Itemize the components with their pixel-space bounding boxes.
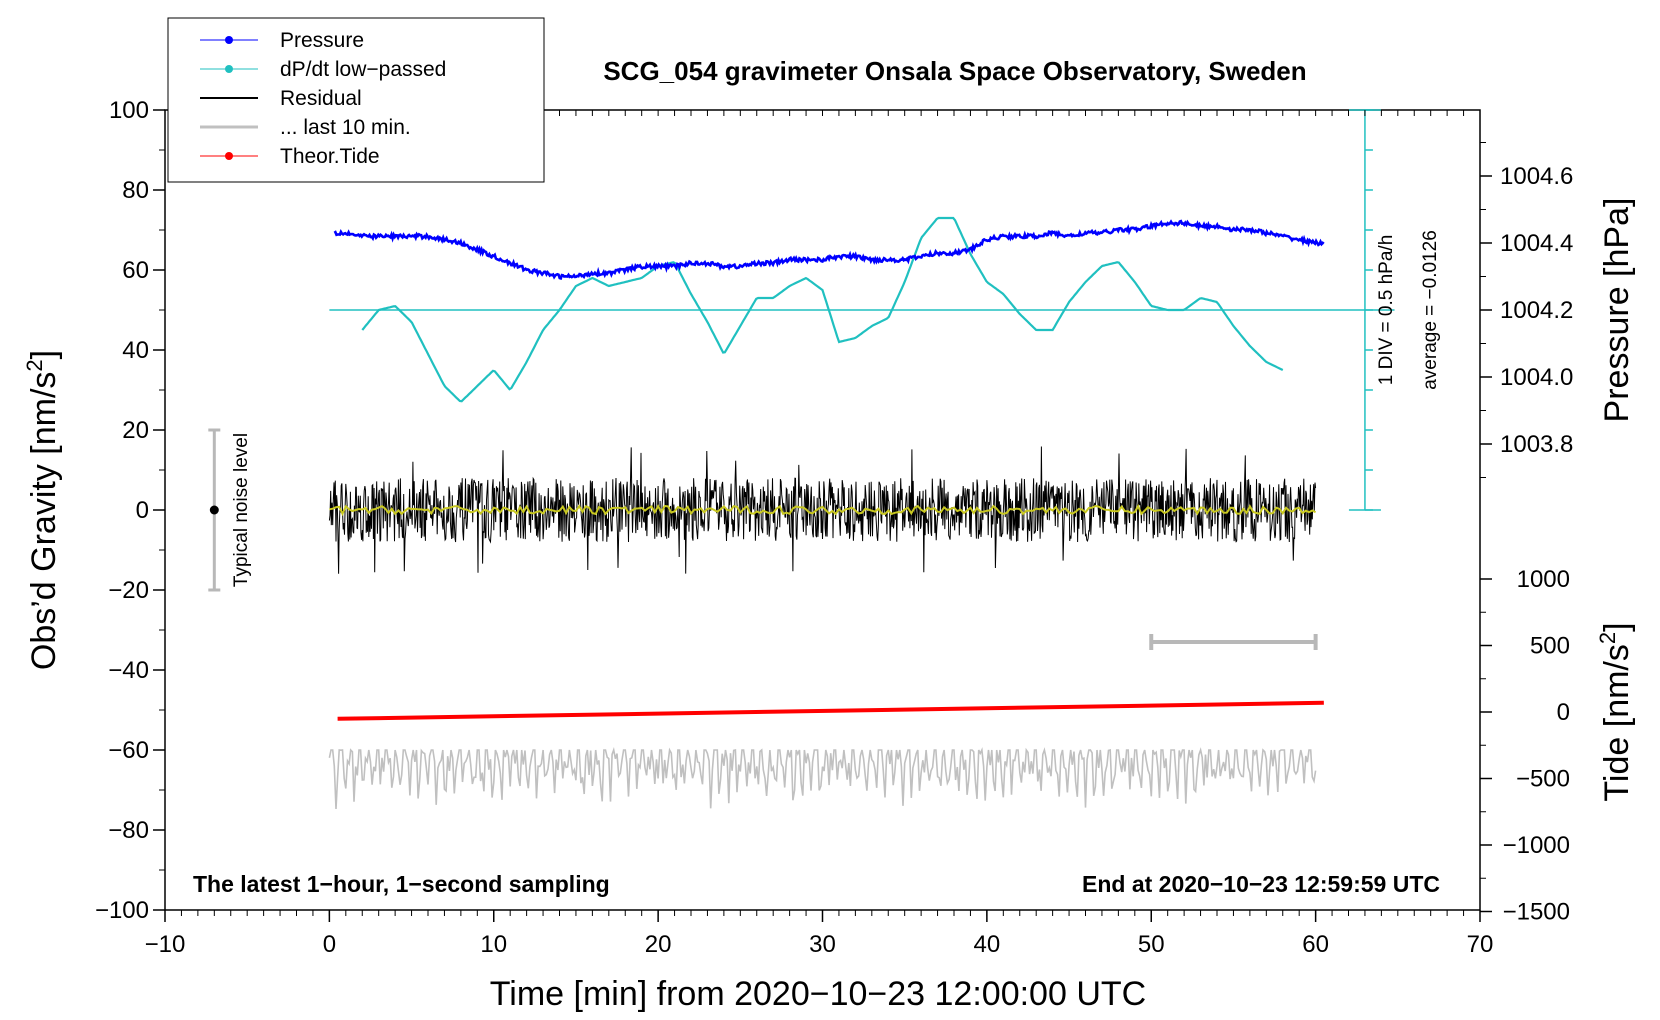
y-tick-label-left: −100 — [95, 897, 149, 924]
y-tick-label-left: 40 — [122, 337, 149, 364]
y-axis-title-left-end: ] — [25, 350, 63, 359]
y-tick-label-left: 100 — [109, 97, 149, 124]
axes-layer: −10 0 10 20 30 40 50 60 70100806040200−20−40−60−… — [95, 97, 1573, 958]
legend: Pressure dP/dt low−passed Residual ... last… — [167, 17, 545, 183]
y-axis-title-left-main: Obs’d Gravity [nm/s — [25, 372, 63, 671]
y-axis-title-tide-main: Tide [nm/s — [1598, 644, 1636, 801]
footer-sampling: The latest 1−hour, 1−second sampling — [193, 871, 610, 897]
x-tick-label: 40 — [974, 931, 1001, 958]
y-axis-title-pressure: Pressure [hPa] — [1598, 198, 1636, 423]
tide-tick-label: −1500 — [1503, 899, 1570, 926]
y-tick-label-left: 80 — [122, 177, 149, 204]
x-tick-label: 60 — [1302, 931, 1329, 958]
noise-level-label: Typical noise level — [231, 433, 252, 587]
y-tick-label-left: −20 — [108, 577, 149, 604]
legend-label: dP/dt low−passed — [280, 58, 446, 81]
y-tick-label-left: 60 — [122, 257, 149, 284]
x-tick-label: 10 — [480, 931, 507, 958]
x-axis-title: Time [min] from 2020−10−23 12:00:00 UTC — [490, 975, 1146, 1013]
x-tick-label: 0 — [323, 931, 336, 958]
legend-marker — [225, 36, 233, 44]
legend-label: ... last 10 min. — [280, 116, 411, 139]
tide-tick-label: 1000 — [1517, 566, 1570, 593]
legend-label: Residual — [280, 87, 362, 110]
y-axis-title-left-sup: 2 — [22, 359, 47, 371]
pressure-tick-label: 1004.2 — [1500, 297, 1573, 324]
chart-title: SCG_054 gravimeter Onsala Space Observat… — [603, 56, 1306, 86]
dpdt-average-label: average = −0.0126 — [1420, 230, 1441, 390]
series-residual — [328, 446, 1317, 574]
y-axis-title-tide: Tide [nm/s2] — [1595, 622, 1636, 801]
tide-tick-label: −500 — [1516, 766, 1570, 793]
y-tick-label-left: −40 — [108, 657, 149, 684]
y-tick-label-left: −60 — [108, 737, 149, 764]
y-tick-label-left: −80 — [108, 817, 149, 844]
y-axis-title-tide-sup: 2 — [1595, 632, 1620, 644]
legend-label: Theor.Tide — [280, 145, 380, 168]
pressure-tick-label: 1004.4 — [1500, 230, 1573, 257]
series-dpdt — [361, 216, 1284, 403]
legend-label: Pressure — [280, 29, 364, 52]
legend-marker — [225, 152, 233, 160]
series-theor-tide — [337, 700, 1324, 721]
dpdt-scale-label: 1 DIV = 0.5 hPa/h — [1376, 235, 1397, 386]
y-axis-title-left: Obs’d Gravity [nm/s2] — [22, 350, 63, 670]
y-tick-label-left: 20 — [122, 417, 149, 444]
series-pressure — [333, 219, 1325, 280]
pressure-tick-label: 1004.6 — [1500, 163, 1573, 190]
footer-end-time: End at 2020−10−23 12:59:59 UTC — [1082, 871, 1440, 897]
tide-tick-label: 0 — [1557, 699, 1570, 726]
x-tick-label: 30 — [809, 931, 836, 958]
x-tick-label: 70 — [1467, 931, 1494, 958]
y-tick-label-left: 0 — [136, 497, 149, 524]
y-axis-title-tide-end: ] — [1598, 622, 1636, 631]
noise-center-point — [209, 505, 219, 515]
tide-tick-label: −1000 — [1503, 832, 1570, 859]
legend-items: Pressure dP/dt low−passed Residual ... last… — [200, 29, 446, 168]
data-layer — [208, 109, 1395, 810]
legend-marker — [225, 65, 233, 73]
tide-tick-label: 500 — [1530, 633, 1570, 660]
x-tick-label: 50 — [1138, 931, 1165, 958]
pressure-tick-label: 1003.8 — [1500, 431, 1573, 458]
x-tick-label: −10 — [145, 931, 186, 958]
pressure-tick-label: 1004.0 — [1500, 364, 1573, 391]
series-residual-smoothed — [329, 503, 1317, 517]
series-last-10-min — [328, 747, 1317, 810]
x-tick-label: 20 — [645, 931, 672, 958]
